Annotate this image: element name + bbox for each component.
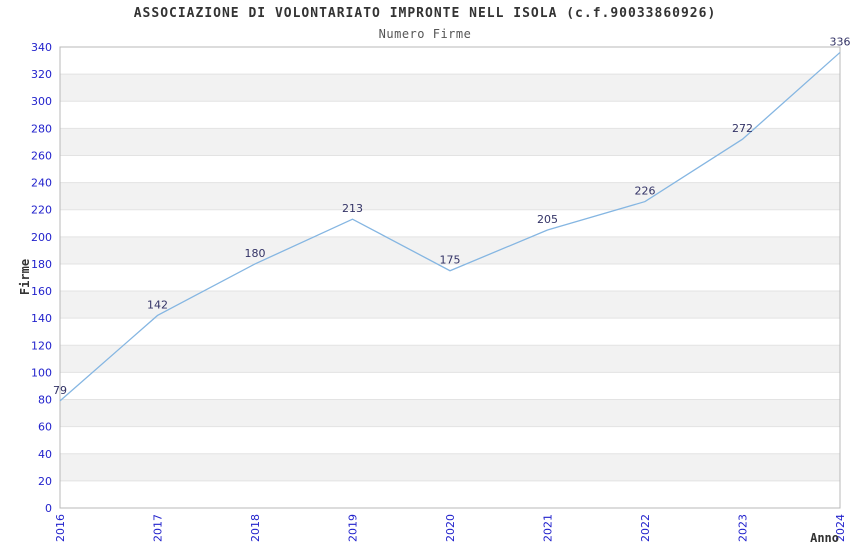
- data-labels: 79 142 180 213 175 205 226 272 336: [53, 35, 850, 396]
- gridlines: [60, 73, 840, 482]
- y-tick-label: 100: [31, 366, 52, 379]
- chart-title: ASSOCIAZIONE DI VOLONTARIATO IMPRONTE NE…: [133, 6, 717, 21]
- y-tick-labels: 0 20 40 60 80 100 120 140 160 180 200 220 240 260 280 3…: [31, 41, 52, 515]
- y-tick-label: 260: [31, 149, 52, 162]
- y-tick-label: 160: [31, 285, 52, 298]
- data-label: 213: [342, 202, 363, 215]
- y-tick-label: 20: [38, 475, 52, 488]
- plot-bands: [60, 47, 840, 508]
- series-line: [59, 51, 841, 402]
- y-axis-title: Firme: [18, 258, 32, 296]
- data-label: 205: [537, 213, 558, 226]
- data-label: 79: [53, 384, 67, 397]
- x-tick-label: 2024: [834, 514, 847, 542]
- y-tick-label: 40: [38, 448, 52, 461]
- data-label: 175: [440, 254, 461, 267]
- y-tick-label: 180: [31, 258, 52, 271]
- y-tick-label: 220: [31, 204, 52, 217]
- data-label: 180: [245, 247, 266, 260]
- y-tick-label: 200: [31, 231, 52, 244]
- x-tick-label: 2020: [444, 514, 457, 542]
- y-tick-label: 140: [31, 312, 52, 325]
- data-label: 142: [147, 298, 168, 311]
- x-tick-label: 2023: [737, 514, 750, 542]
- x-tick-label: 2017: [152, 514, 165, 542]
- y-tick-label: 340: [31, 41, 52, 54]
- data-label: 272: [732, 122, 753, 135]
- y-tick-label: 120: [31, 339, 52, 352]
- y-tick-label: 300: [31, 95, 52, 108]
- chart-subtitle: Numero Firme: [378, 27, 472, 41]
- y-tick-label: 60: [38, 421, 52, 434]
- x-tick-label: 2016: [54, 514, 67, 542]
- y-tick-label: 0: [45, 502, 52, 515]
- x-tick-label: 2021: [542, 514, 555, 542]
- y-tick-label: 320: [31, 68, 52, 81]
- x-tick-label: 2018: [249, 514, 262, 542]
- x-tick-label: 2019: [347, 514, 360, 542]
- data-label: 226: [635, 185, 656, 198]
- data-label: 336: [830, 35, 850, 48]
- x-tick-labels: 2016 2017 2018 2019 2020 2021 2022 2023 2024: [54, 514, 847, 542]
- x-axis-title: Anno: [810, 531, 839, 545]
- y-tick-label: 80: [38, 394, 52, 407]
- y-tick-label: 280: [31, 122, 52, 135]
- plot-border: [59, 46, 841, 509]
- y-tick-label: 240: [31, 177, 52, 190]
- x-tick-label: 2022: [639, 514, 652, 542]
